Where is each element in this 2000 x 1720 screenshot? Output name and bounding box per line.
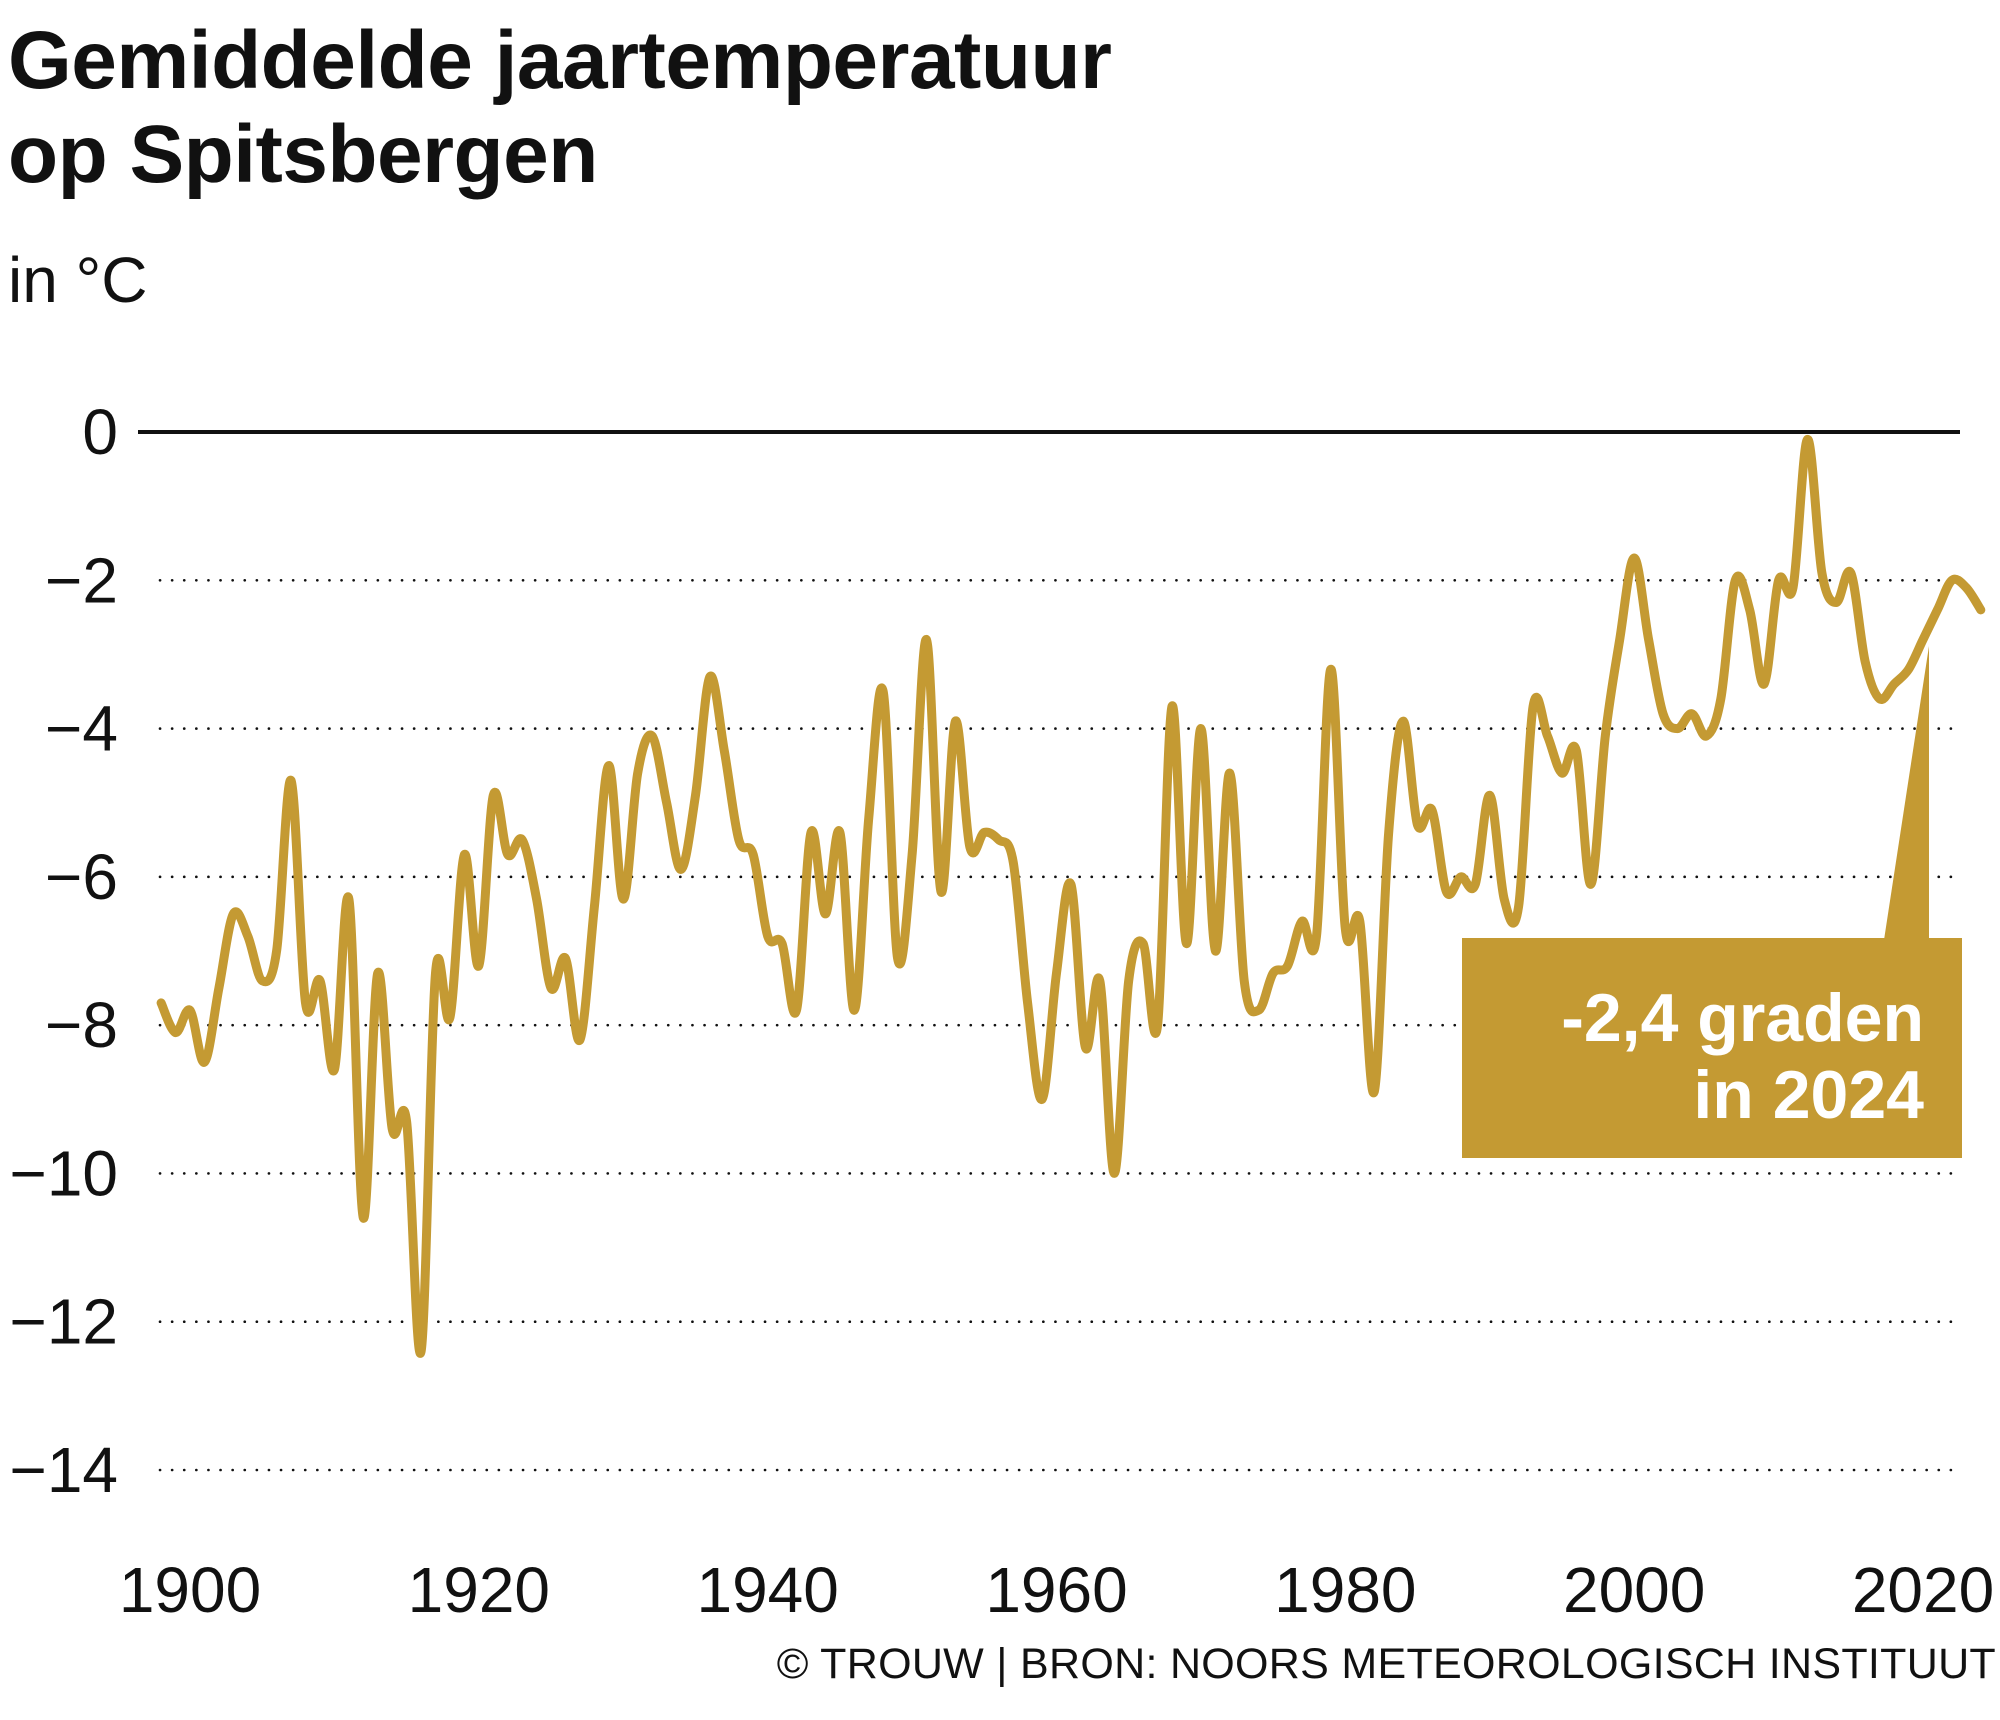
x-axis-tick-labels: 1900 1920 1940 1960 1980 2000 2020 (119, 1554, 1994, 1620)
y-tick-label: −2 (45, 544, 118, 616)
chart-title-line-1: Gemiddelde jaartemperatuur (8, 15, 1112, 106)
x-tick-label: 1960 (985, 1554, 1127, 1620)
x-tick-label: 1980 (1274, 1554, 1416, 1620)
x-tick-label: 1940 (696, 1554, 838, 1620)
y-tick-label: −10 (9, 1137, 118, 1209)
annotation-text-line-1: -2,4 graden (1561, 980, 1924, 1056)
annotation-box (1462, 938, 1962, 1158)
x-tick-label: 1920 (408, 1554, 550, 1620)
y-axis-tick-labels: 0 −2 −4 −6 −8 −10 −12 −14 (9, 396, 118, 1506)
y-tick-label: −6 (45, 841, 118, 913)
y-tick-label: −8 (45, 989, 118, 1061)
chart-title: Gemiddelde jaartemperatuur op Spitsberge… (8, 14, 1908, 202)
x-tick-label: 1900 (119, 1554, 261, 1620)
unit-label: in °C (8, 244, 148, 316)
chart-title-line-2: op Spitsbergen (8, 109, 598, 200)
temperature-line-chart: 0 −2 −4 −6 −8 −10 −12 −14 1900 1920 1940 1960 1980 2… (9, 396, 1994, 1620)
y-tick-label: −14 (9, 1434, 118, 1506)
grid-lines (138, 430, 1960, 1472)
annotation-text-line-2: in 2024 (1693, 1057, 1924, 1133)
y-tick-label: 0 (82, 396, 118, 468)
source-credit: © TROUW | BRON: NOORS METEOROLOGISCH INS… (776, 1640, 1996, 1688)
annotation-pointer (1884, 646, 1929, 940)
x-tick-label: 2020 (1852, 1554, 1994, 1620)
annotation-callout: -2,4 graden in 2024 (1462, 646, 1962, 1158)
x-tick-label: 2000 (1563, 1554, 1705, 1620)
series-layer (156, 434, 1986, 1358)
y-tick-label: −12 (9, 1286, 118, 1358)
temperature-series-line (156, 434, 1986, 1358)
y-tick-label: −4 (45, 693, 118, 765)
